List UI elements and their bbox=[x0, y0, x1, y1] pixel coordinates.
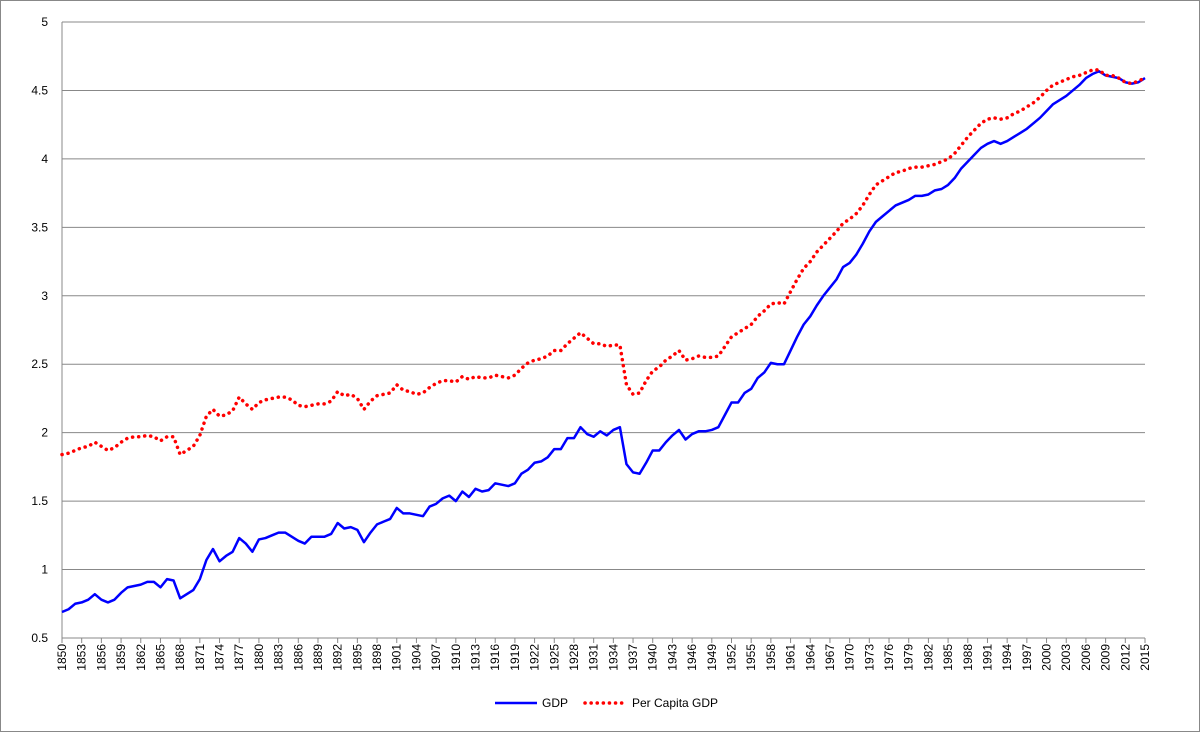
x-tick-label: 1874 bbox=[213, 644, 227, 671]
x-tick-label: 1979 bbox=[902, 644, 916, 671]
x-tick-label: 1937 bbox=[626, 644, 640, 671]
x-tick-label: 1925 bbox=[547, 644, 561, 671]
x-tick-label: 1994 bbox=[1000, 644, 1014, 671]
x-tick-label: 1886 bbox=[291, 644, 305, 671]
x-tick-label: 1901 bbox=[390, 644, 404, 671]
x-tick-label: 1889 bbox=[311, 644, 325, 671]
x-tick-label: 1898 bbox=[370, 644, 384, 671]
y-tick-label: 4.5 bbox=[31, 83, 48, 97]
x-tick-label: 1967 bbox=[823, 644, 837, 671]
x-tick-label: 1982 bbox=[921, 644, 935, 671]
x-tick-label: 1871 bbox=[193, 644, 207, 671]
x-tick-label: 2015 bbox=[1138, 644, 1152, 671]
x-tick-label: 1976 bbox=[882, 644, 896, 671]
x-tick-label: 1853 bbox=[75, 644, 89, 671]
y-tick-label: 1 bbox=[41, 563, 48, 577]
x-tick-label: 1943 bbox=[665, 644, 679, 671]
series-line bbox=[61, 70, 1146, 614]
x-tick-label: 1919 bbox=[508, 644, 522, 671]
x-tick-label: 1931 bbox=[587, 644, 601, 671]
x-tick-label: 1973 bbox=[862, 644, 876, 671]
x-tick-label: 1949 bbox=[705, 644, 719, 671]
x-tick-label: 1910 bbox=[449, 644, 463, 671]
x-tick-label: 1928 bbox=[567, 644, 581, 671]
x-tick-label: 1946 bbox=[685, 644, 699, 671]
x-tick-label: 1907 bbox=[429, 644, 443, 671]
x-tick-label: 1985 bbox=[941, 644, 955, 671]
x-tick-label: 1850 bbox=[55, 644, 69, 671]
x-tick-label: 1862 bbox=[134, 644, 148, 671]
x-tick-label: 1952 bbox=[724, 644, 738, 671]
x-tick-label: 1868 bbox=[173, 644, 187, 671]
x-tick-label: 1913 bbox=[469, 644, 483, 671]
y-tick-label: 2 bbox=[41, 426, 48, 440]
legend-label: Per Capita GDP bbox=[632, 696, 718, 710]
x-tick-label: 2000 bbox=[1040, 644, 1054, 671]
x-tick-label: 1859 bbox=[114, 644, 128, 671]
y-tick-label: 5 bbox=[41, 15, 48, 29]
x-tick-label: 1991 bbox=[980, 644, 994, 671]
x-tick-label: 1922 bbox=[528, 644, 542, 671]
x-tick-label: 1916 bbox=[488, 644, 502, 671]
y-tick-label: 3.5 bbox=[31, 220, 48, 234]
x-tick-label: 1955 bbox=[744, 644, 758, 671]
x-tick-label: 2006 bbox=[1079, 644, 1093, 671]
x-tick-label: 1961 bbox=[784, 644, 798, 671]
x-tick-label: 1856 bbox=[94, 644, 108, 671]
x-tick-label: 1988 bbox=[961, 644, 975, 671]
x-tick-label: 1964 bbox=[803, 644, 817, 671]
x-tick-label: 1970 bbox=[843, 644, 857, 671]
y-tick-label: 1.5 bbox=[31, 494, 48, 508]
x-tick-label: 1883 bbox=[272, 644, 286, 671]
x-tick-label: 1904 bbox=[409, 644, 423, 671]
x-tick-label: 1934 bbox=[606, 644, 620, 671]
x-tick-label: 1958 bbox=[764, 644, 778, 671]
y-tick-label: 2.5 bbox=[31, 357, 48, 371]
x-tick-label: 1880 bbox=[252, 644, 266, 671]
x-tick-label: 1997 bbox=[1020, 644, 1034, 671]
x-tick-label: 2012 bbox=[1118, 644, 1132, 671]
x-tick-label: 1877 bbox=[232, 644, 246, 671]
x-tick-label: 2009 bbox=[1099, 644, 1113, 671]
y-tick-label: 4 bbox=[41, 152, 48, 166]
x-tick-label: 1895 bbox=[350, 644, 364, 671]
x-tick-label: 2003 bbox=[1059, 644, 1073, 671]
y-tick-label: 3 bbox=[41, 289, 48, 303]
series-line bbox=[60, 68, 1147, 458]
legend-label: GDP bbox=[542, 696, 568, 710]
x-tick-label: 1865 bbox=[153, 644, 167, 671]
x-tick-label: 1892 bbox=[331, 644, 345, 671]
y-tick-label: 0.5 bbox=[31, 631, 48, 645]
x-tick-label: 1940 bbox=[646, 644, 660, 671]
